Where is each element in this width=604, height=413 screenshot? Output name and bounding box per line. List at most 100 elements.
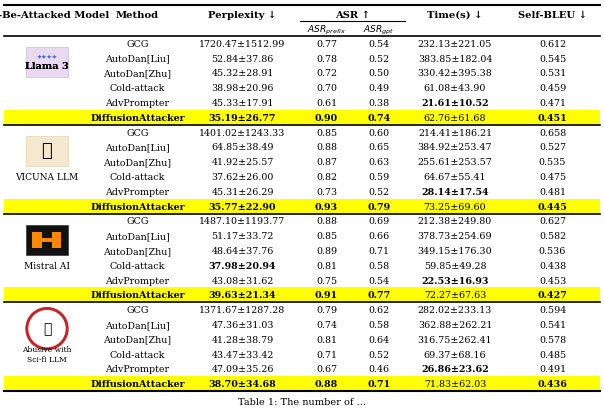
Text: DiffusionAttacker: DiffusionAttacker — [90, 379, 185, 388]
FancyBboxPatch shape — [28, 63, 66, 76]
Text: Llama 3: Llama 3 — [25, 62, 69, 71]
Text: 41.92±25.57: 41.92±25.57 — [211, 158, 274, 167]
Text: 1720.47±1512.99: 1720.47±1512.99 — [199, 40, 286, 49]
Text: 22.53±16.93: 22.53±16.93 — [421, 276, 489, 285]
Text: AutoDan[Liu]: AutoDan[Liu] — [105, 320, 170, 329]
Text: 0.78: 0.78 — [316, 55, 337, 64]
Text: 0.62: 0.62 — [368, 305, 390, 314]
Text: 0.89: 0.89 — [316, 247, 337, 255]
Text: AutoDan[Liu]: AutoDan[Liu] — [105, 232, 170, 241]
Text: 0.459: 0.459 — [539, 84, 566, 93]
Text: 384.92±253.47: 384.92±253.47 — [418, 143, 492, 152]
Text: 0.77: 0.77 — [367, 291, 391, 299]
Text: 38.70±34.68: 38.70±34.68 — [208, 379, 277, 388]
Text: AutoDan[Zhu]: AutoDan[Zhu] — [103, 335, 172, 344]
Text: 45.31±26.29: 45.31±26.29 — [211, 188, 274, 196]
Text: 71.83±62.03: 71.83±62.03 — [424, 379, 486, 388]
Text: 212.38±249.80: 212.38±249.80 — [418, 217, 492, 226]
Text: 255.61±253.57: 255.61±253.57 — [417, 158, 492, 167]
Text: DiffusionAttacker: DiffusionAttacker — [90, 114, 185, 123]
Text: 64.85±38.49: 64.85±38.49 — [211, 143, 274, 152]
Text: 362.88±262.21: 362.88±262.21 — [418, 320, 492, 329]
Text: 0.438: 0.438 — [539, 261, 566, 270]
Text: 52.84±37.86: 52.84±37.86 — [211, 55, 274, 64]
Text: 1487.10±1193.77: 1487.10±1193.77 — [199, 217, 286, 226]
Text: 0.71: 0.71 — [367, 379, 391, 388]
Text: 0.72: 0.72 — [316, 69, 337, 78]
Text: AutoDan[Zhu]: AutoDan[Zhu] — [103, 69, 172, 78]
Text: Abusive with
Sci-fi LLM: Abusive with Sci-fi LLM — [22, 345, 72, 363]
Text: GCG: GCG — [126, 217, 149, 226]
Text: 37.98±20.94: 37.98±20.94 — [209, 261, 276, 270]
Text: 0.471: 0.471 — [539, 99, 566, 108]
Text: 0.75: 0.75 — [316, 276, 337, 285]
Text: 69.37±68.16: 69.37±68.16 — [423, 350, 486, 358]
Text: Method: Method — [116, 10, 159, 19]
Text: AdvPrompter: AdvPrompter — [106, 99, 170, 108]
Text: AdvPrompter: AdvPrompter — [106, 364, 170, 373]
Text: 0.91: 0.91 — [315, 291, 338, 299]
Text: Cold-attack: Cold-attack — [110, 261, 165, 270]
Text: Cold-attack: Cold-attack — [110, 84, 165, 93]
Circle shape — [26, 308, 68, 350]
Text: 0.63: 0.63 — [368, 158, 390, 167]
Text: $ASR_{prefix}$: $ASR_{prefix}$ — [307, 24, 346, 37]
Text: 0.436: 0.436 — [538, 379, 567, 388]
Text: 41.28±38.79: 41.28±38.79 — [211, 335, 274, 344]
Text: 64.67±55.41: 64.67±55.41 — [424, 173, 486, 182]
Text: 1401.02±1243.33: 1401.02±1243.33 — [199, 128, 286, 137]
Text: 0.54: 0.54 — [368, 40, 390, 49]
Text: 0.49: 0.49 — [368, 84, 390, 93]
Text: 0.82: 0.82 — [316, 173, 337, 182]
Text: 330.42±395.38: 330.42±395.38 — [417, 69, 492, 78]
Text: 21.61±10.52: 21.61±10.52 — [421, 99, 489, 108]
Text: 0.453: 0.453 — [539, 276, 566, 285]
Text: Llama 3: Llama 3 — [25, 62, 69, 71]
Text: 🤖: 🤖 — [43, 322, 51, 336]
Text: 0.527: 0.527 — [539, 143, 566, 152]
Text: 35.77±22.90: 35.77±22.90 — [209, 202, 276, 211]
Text: Time(s) ↓: Time(s) ↓ — [427, 10, 483, 19]
Text: 0.612: 0.612 — [539, 40, 566, 49]
Text: 1371.67±1287.28: 1371.67±1287.28 — [199, 305, 286, 314]
Text: 0.594: 0.594 — [539, 305, 566, 314]
Text: Table 1: The number of ...: Table 1: The number of ... — [238, 398, 366, 406]
Text: 0.79: 0.79 — [367, 202, 391, 211]
Text: 0.59: 0.59 — [368, 173, 390, 182]
Text: 0.54: 0.54 — [368, 276, 390, 285]
Text: 0.65: 0.65 — [368, 143, 390, 152]
Text: 0.50: 0.50 — [368, 69, 390, 78]
Text: AdvPrompter: AdvPrompter — [106, 188, 170, 196]
Text: 0.451: 0.451 — [538, 114, 567, 123]
Text: 0.541: 0.541 — [539, 320, 566, 329]
Text: Cold-attack: Cold-attack — [110, 350, 165, 358]
Text: 0.67: 0.67 — [316, 364, 337, 373]
Text: 0.85: 0.85 — [316, 128, 337, 137]
Text: 48.64±37.76: 48.64±37.76 — [211, 247, 274, 255]
Text: 37.62±26.00: 37.62±26.00 — [211, 173, 274, 182]
Text: 43.08±31.62: 43.08±31.62 — [211, 276, 274, 285]
Text: 0.427: 0.427 — [538, 291, 567, 299]
Text: 0.445: 0.445 — [538, 202, 567, 211]
Text: GCG: GCG — [126, 40, 149, 49]
Text: Perplexity ↓: Perplexity ↓ — [208, 10, 277, 19]
Text: AutoDan[Liu]: AutoDan[Liu] — [105, 55, 170, 64]
Text: 0.58: 0.58 — [368, 261, 390, 270]
Text: 0.93: 0.93 — [315, 202, 338, 211]
Text: 0.52: 0.52 — [368, 188, 390, 196]
Text: 0.60: 0.60 — [368, 128, 390, 137]
Text: 73.25±69.60: 73.25±69.60 — [423, 202, 486, 211]
Text: 26.86±23.62: 26.86±23.62 — [421, 364, 489, 373]
FancyBboxPatch shape — [26, 137, 68, 167]
Text: 0.79: 0.79 — [316, 305, 337, 314]
Text: AutoDan[Liu]: AutoDan[Liu] — [105, 143, 170, 152]
Text: 0.491: 0.491 — [539, 364, 566, 373]
Text: 0.87: 0.87 — [316, 158, 337, 167]
Text: 0.73: 0.73 — [316, 188, 337, 196]
Text: 0.64: 0.64 — [368, 335, 390, 344]
Text: 0.38: 0.38 — [368, 99, 390, 108]
Text: 0.52: 0.52 — [368, 350, 390, 358]
Text: 0.61: 0.61 — [316, 99, 337, 108]
Text: 47.09±35.26: 47.09±35.26 — [211, 364, 274, 373]
Bar — [4, 111, 600, 126]
